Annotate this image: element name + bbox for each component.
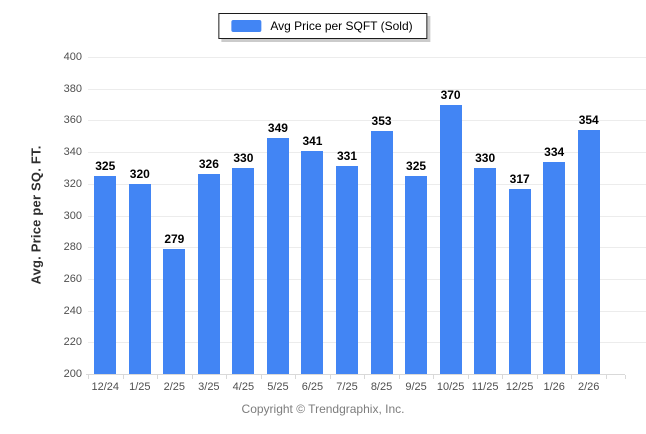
x-tick-label: 6/25 [301, 381, 324, 393]
x-tick-label: 1/25 [129, 381, 151, 393]
y-tick-label: 340 [63, 146, 82, 159]
x-tick-label: 10/25 [436, 381, 465, 393]
bar [405, 175, 428, 374]
bar-value-label: 370 [440, 87, 461, 102]
x-tick-label: 5/25 [267, 381, 289, 393]
gridline [88, 310, 646, 312]
bar-value-label: 330 [233, 150, 254, 165]
y-tick-label: 360 [63, 114, 82, 127]
x-tick-label: 9/25 [405, 381, 427, 393]
gridline [88, 88, 646, 90]
gridline [88, 152, 646, 154]
x-tick-label: 11/25 [471, 381, 499, 393]
bar-value-label: 353 [371, 114, 392, 129]
copyright-text: Copyright © Trendgraphix, Inc. [241, 402, 405, 416]
y-tick-label: 260 [63, 272, 82, 285]
x-tick-label: 2/26 [578, 381, 600, 393]
bar [266, 137, 289, 374]
bar-value-label: 325 [95, 158, 116, 173]
x-axis-tick [157, 375, 159, 379]
bar [128, 183, 151, 374]
x-axis-tick [467, 375, 469, 379]
bar [370, 131, 393, 374]
legend-swatch-icon [231, 20, 262, 32]
x-axis-tick [398, 375, 400, 379]
x-axis-tick [571, 375, 573, 379]
x-axis-tick [260, 375, 262, 379]
bar [577, 129, 600, 374]
y-tick-label: 220 [63, 336, 82, 349]
x-axis-tick [191, 375, 193, 379]
bar [232, 167, 255, 374]
bar-value-label: 325 [406, 158, 427, 173]
x-axis-tick [226, 375, 228, 379]
bar-value-label: 320 [129, 166, 150, 181]
bar-value-label: 354 [578, 112, 599, 127]
x-axis-tick [122, 375, 124, 379]
x-tick-label: 12/25 [505, 381, 534, 393]
bar [301, 150, 324, 374]
gridline [88, 183, 646, 185]
y-tick-label: 320 [63, 177, 82, 190]
x-tick-label: 2/25 [163, 381, 186, 393]
bar [94, 175, 117, 374]
bar-value-label: 279 [164, 231, 185, 246]
y-tick-label: 400 [63, 51, 82, 63]
legend-label: Avg Price per SQFT (Sold) [270, 19, 413, 33]
bar-value-label: 334 [544, 144, 565, 159]
legend: Avg Price per SQFT (Sold) [218, 13, 428, 39]
x-tick-label: 1/26 [543, 381, 565, 393]
y-tick-label: 240 [63, 304, 82, 317]
x-axis-tick [625, 375, 626, 379]
x-axis-tick [329, 375, 331, 379]
x-axis-tick [536, 375, 538, 379]
x-axis-tick [88, 375, 89, 379]
bar [197, 174, 220, 374]
bar-value-label: 341 [302, 133, 323, 148]
bar [508, 188, 531, 374]
x-tick-label: 12/24 [91, 381, 120, 393]
bar [439, 104, 462, 374]
bar [163, 248, 186, 374]
gridline [88, 57, 646, 58]
x-tick-label: 8/25 [370, 381, 393, 393]
bar-value-label: 326 [198, 157, 219, 172]
gridline [88, 215, 646, 217]
y-tick-label: 280 [63, 241, 82, 254]
x-axis-tick [364, 375, 366, 379]
x-tick-label: 3/25 [198, 381, 220, 393]
y-tick-label: 200 [63, 368, 82, 380]
gridline [88, 342, 646, 344]
x-axis-tick [606, 375, 607, 379]
x-tick-label: 4/25 [232, 381, 255, 393]
x-axis-tick [295, 375, 297, 379]
x-axis-tick [502, 375, 504, 379]
y-tick-label: 300 [63, 209, 82, 222]
gridline [88, 247, 646, 249]
x-axis-line [86, 374, 625, 375]
x-tick-label: 7/25 [336, 381, 358, 393]
bar-value-label: 330 [475, 150, 496, 165]
bar-value-label: 317 [509, 171, 530, 186]
bar [543, 161, 566, 374]
bar [474, 167, 497, 374]
bar-value-label: 349 [267, 120, 288, 135]
x-axis-tick [433, 375, 435, 379]
bar [336, 166, 358, 374]
gridline [88, 278, 646, 280]
y-tick-label: 380 [63, 82, 82, 95]
gridline [88, 120, 646, 122]
bar-value-label: 331 [336, 149, 358, 164]
